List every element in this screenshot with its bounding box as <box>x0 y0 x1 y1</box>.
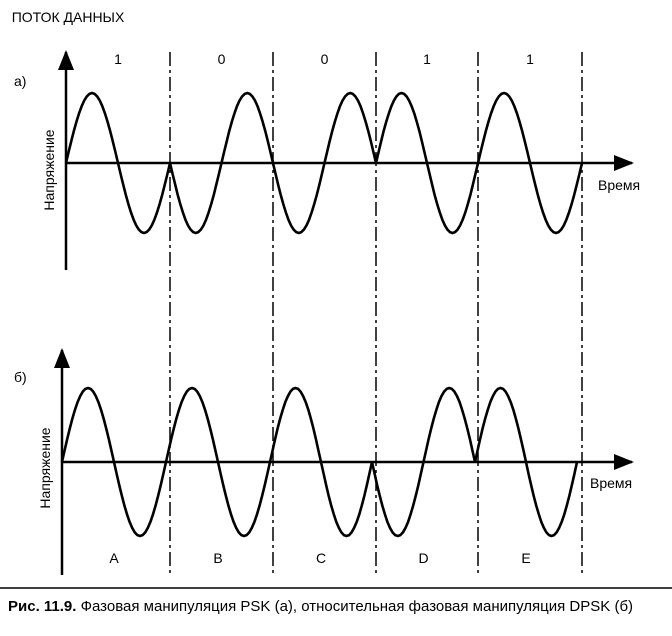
bit-label: 0 <box>321 51 329 67</box>
caption: Рис. 11.9. Фазовая манипуляция PSK (а), … <box>8 598 633 615</box>
y-axis-label: Напряжение <box>37 427 53 508</box>
bit-label: 1 <box>423 51 431 67</box>
y-axis-label: Напряжение <box>41 129 57 210</box>
panel-label: а) <box>14 73 26 89</box>
caption-text: Фазовая манипуляция PSK (а), относительн… <box>81 598 633 615</box>
bit-label: 1 <box>526 51 534 67</box>
bit-label: 0 <box>218 51 226 67</box>
waveform <box>370 386 477 538</box>
waveform <box>271 91 378 235</box>
waveform <box>473 386 579 538</box>
waveforms: 1 0 0 1 1 A B C D E <box>60 51 584 575</box>
panel-label: б) <box>14 369 27 385</box>
segment-label: D <box>418 550 428 566</box>
waveform <box>168 91 275 235</box>
x-axis-label: Время <box>598 177 640 193</box>
waveform <box>64 91 172 235</box>
segment-label: C <box>316 550 326 566</box>
waveform <box>374 91 480 235</box>
segment-label: B <box>213 550 222 566</box>
bit-label: 1 <box>114 51 122 67</box>
x-axis-label: Время <box>590 475 632 491</box>
waveform <box>164 386 272 538</box>
waveform <box>60 386 168 538</box>
segment-label: E <box>521 550 530 566</box>
waveform <box>476 91 584 235</box>
data-stream-label: ПОТОК ДАННЫХ <box>12 9 125 25</box>
waveform <box>268 386 374 538</box>
caption-number: Рис. 11.9. <box>8 598 76 615</box>
segment-label: A <box>109 550 119 566</box>
